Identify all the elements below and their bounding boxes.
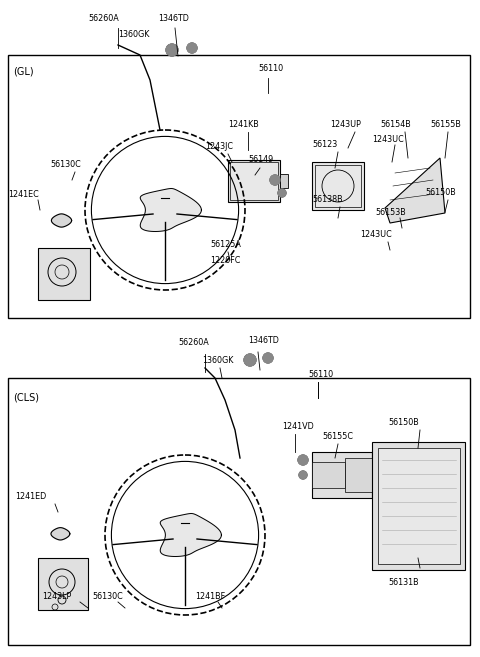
Bar bbox=[312, 452, 372, 498]
Text: 56130C: 56130C bbox=[92, 592, 123, 601]
Text: 1241EC: 1241EC bbox=[8, 190, 39, 199]
Polygon shape bbox=[385, 158, 445, 223]
Text: 1346TD: 1346TD bbox=[248, 336, 279, 345]
Bar bbox=[8, 55, 470, 318]
Text: 56138B: 56138B bbox=[312, 195, 343, 204]
Bar bbox=[312, 162, 364, 210]
Text: 1360GK: 1360GK bbox=[118, 30, 149, 39]
Circle shape bbox=[263, 353, 273, 363]
Bar bbox=[315, 165, 361, 207]
Circle shape bbox=[270, 175, 280, 185]
Text: (GL): (GL) bbox=[13, 67, 34, 77]
Text: 56110: 56110 bbox=[308, 370, 333, 379]
Polygon shape bbox=[51, 214, 72, 227]
Text: 56110: 56110 bbox=[258, 64, 283, 73]
Text: 1243UP: 1243UP bbox=[330, 120, 361, 129]
Bar bbox=[228, 160, 280, 202]
Text: (CLS): (CLS) bbox=[13, 392, 39, 402]
Circle shape bbox=[166, 44, 178, 56]
Text: 56260A: 56260A bbox=[88, 14, 119, 23]
Circle shape bbox=[298, 455, 308, 465]
Text: 56153B: 56153B bbox=[375, 208, 406, 217]
Circle shape bbox=[244, 354, 256, 366]
Text: 56260A: 56260A bbox=[178, 338, 209, 347]
Text: 56149: 56149 bbox=[248, 155, 273, 164]
Text: 56123: 56123 bbox=[312, 140, 337, 149]
Polygon shape bbox=[51, 528, 70, 540]
Text: 1220FC: 1220FC bbox=[210, 256, 240, 265]
Bar bbox=[38, 558, 88, 610]
Text: 56150B: 56150B bbox=[425, 188, 456, 197]
Text: 1241BF: 1241BF bbox=[195, 592, 225, 601]
Text: 1243UC: 1243UC bbox=[372, 135, 404, 144]
Bar bbox=[38, 248, 90, 300]
Bar bbox=[378, 448, 460, 564]
Polygon shape bbox=[160, 514, 221, 556]
Text: 56130C: 56130C bbox=[50, 160, 81, 169]
Text: 1243LP: 1243LP bbox=[42, 592, 71, 601]
Bar bbox=[312, 462, 345, 488]
Text: 56154B: 56154B bbox=[380, 120, 411, 129]
Text: 56150B: 56150B bbox=[388, 418, 419, 427]
Text: 56155B: 56155B bbox=[430, 120, 461, 129]
Bar bbox=[280, 174, 288, 188]
Polygon shape bbox=[140, 189, 202, 231]
Text: 1241VD: 1241VD bbox=[282, 422, 314, 431]
Bar bbox=[8, 378, 470, 645]
Text: 1346TD: 1346TD bbox=[158, 14, 189, 23]
Text: 1241KB: 1241KB bbox=[228, 120, 259, 129]
Text: 1243JC: 1243JC bbox=[205, 142, 233, 151]
Text: 56131B: 56131B bbox=[388, 578, 419, 587]
Circle shape bbox=[187, 43, 197, 53]
Text: 1241ED: 1241ED bbox=[15, 492, 46, 501]
Circle shape bbox=[278, 189, 286, 197]
Bar bbox=[230, 162, 278, 200]
Bar bbox=[372, 442, 465, 570]
Text: 56125A: 56125A bbox=[210, 240, 241, 249]
Text: 56155C: 56155C bbox=[322, 432, 353, 441]
Text: 1360GK: 1360GK bbox=[202, 356, 233, 365]
Bar bbox=[345, 458, 372, 492]
Text: 1243UC: 1243UC bbox=[360, 230, 392, 239]
Circle shape bbox=[299, 471, 307, 479]
